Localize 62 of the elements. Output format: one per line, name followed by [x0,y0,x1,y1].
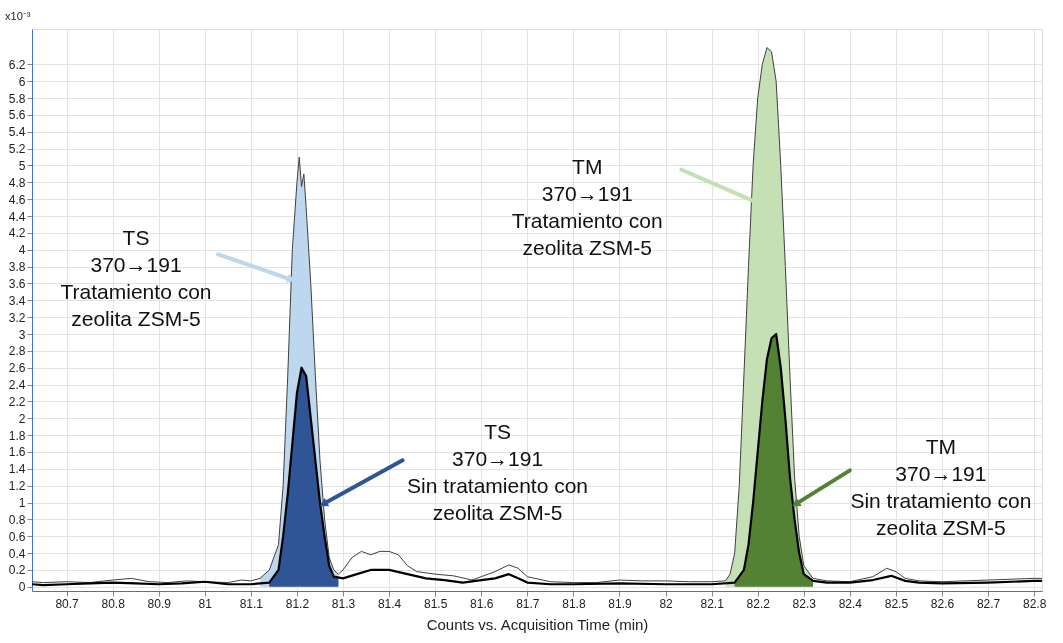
x-tick-label: 81 [198,596,213,611]
x-axis-title: Counts vs. Acquisition Time (min) [426,615,649,633]
y-axis-title: x10⁻³ [5,9,31,22]
y-tick-label: 0.8 [8,512,26,527]
x-tick-label: 82.7 [976,596,1001,611]
y-tick-label: 1 [18,496,26,511]
annotation: TM 370→191 Sin tratamiento con zeolita ZSM-5 [850,435,1032,540]
x-tick-label: 80.9 [147,596,172,611]
x-tick-label: 82.2 [746,596,771,611]
annotation: TS 370→191 Tratamiento con zeolita ZSM-5 [60,226,212,331]
y-tick-label: 4 [18,243,26,258]
y-tick-label: 0 [18,580,26,595]
x-tick-label: 81.5 [423,596,448,611]
x-tick-label: 82.1 [700,596,725,611]
y-tick-label: 1.8 [8,428,26,443]
x-tick-label: 81.8 [562,596,586,611]
y-tick-label: 3.8 [8,260,26,275]
y-tick-label: 2.2 [8,394,26,409]
x-tick-label: 81.2 [285,596,310,611]
y-tick-label: 0.6 [8,529,26,544]
y-tick-label: 3.4 [8,293,26,308]
x-tick-label: 82.8 [1022,596,1047,611]
line-series [32,332,1042,587]
line-series [32,47,1042,584]
y-tick-label: 6.2 [8,57,26,72]
x-tick-label: 81.6 [470,596,494,611]
x-tick-label: 81.9 [608,596,632,611]
y-tick-label: 3.2 [8,310,26,325]
y-tick-label: 1.4 [8,462,26,477]
x-tick-label: 81.1 [239,596,264,611]
x-tick-label: 80.8 [101,596,126,611]
y-tick-label: 2.8 [8,344,26,359]
y-tick-label: 1.2 [8,479,26,494]
x-tick-label: 82 [659,596,674,611]
y-tick-label: 2 [18,411,26,426]
y-tick-label: 4.8 [8,175,26,190]
x-tick-label: 82.6 [930,596,955,611]
y-tick-label: 1.6 [8,445,26,460]
y-tick-label: 5.6 [8,108,26,123]
y-tick-label: 3.6 [8,276,26,291]
y-tick-label: 4.4 [8,209,26,224]
y-tick-label: 5 [18,159,26,173]
y-tick-label: 0.4 [8,546,26,561]
x-tick-label: 82.4 [838,596,863,611]
x-tick-label: 80.7 [55,596,80,611]
x-tick-label: 82.3 [792,596,817,611]
x-tick-label: 81.3 [331,596,356,611]
y-tick-label: 5.8 [8,91,26,106]
y-tick-label: 5.4 [8,125,26,140]
y-tick-label: 2.6 [8,361,26,376]
y-tick-label: 4.6 [8,192,26,207]
y-tick-label: 4.2 [8,226,26,241]
annotation: TM 370→191 Tratamiento con zeolita ZSM-5 [511,154,663,259]
y-tick-label: 6 [18,74,26,89]
x-tick-label: 82.5 [884,596,909,611]
y-tick-label: 5.2 [8,142,26,157]
x-tick-label: 81.4 [377,596,402,611]
y-tick-label: 0.2 [8,563,26,578]
y-tick-label: 2.4 [8,378,26,393]
annotation: TS 370→191 Sin tratamiento con zeolita ZSM-5 [407,420,589,525]
x-tick-label: 81.7 [516,596,540,611]
y-tick-label: 3 [18,327,26,342]
